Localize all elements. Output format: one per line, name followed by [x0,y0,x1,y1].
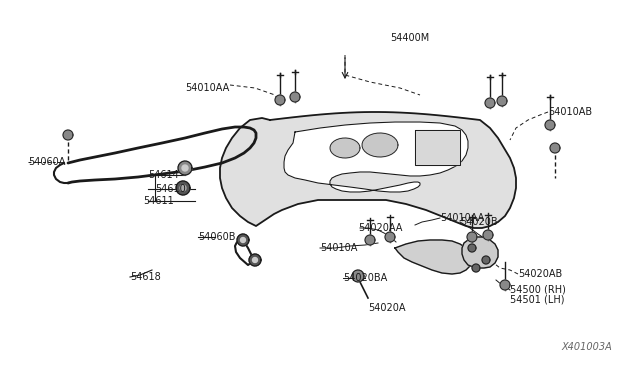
Text: 54010AB: 54010AB [548,107,592,117]
Text: 54010AA: 54010AA [185,83,229,93]
Polygon shape [472,264,480,272]
Polygon shape [182,165,188,171]
Text: 54010AA: 54010AA [440,213,484,223]
Polygon shape [467,232,477,242]
Polygon shape [237,234,249,246]
Text: 54610: 54610 [155,184,186,194]
Text: 54614: 54614 [148,170,179,180]
Text: 54501 (LH): 54501 (LH) [510,295,564,305]
Polygon shape [482,256,490,264]
Polygon shape [468,244,476,252]
Polygon shape [545,120,555,130]
Polygon shape [462,237,498,268]
Polygon shape [176,181,190,195]
Text: 54020AB: 54020AB [518,269,563,279]
Polygon shape [362,133,398,157]
Polygon shape [330,138,360,158]
Text: 54020B: 54020B [460,217,498,227]
Text: 54020AA: 54020AA [358,223,403,233]
Polygon shape [241,237,246,243]
Polygon shape [253,257,257,263]
Polygon shape [385,232,395,242]
Text: 54611: 54611 [143,196,173,206]
Polygon shape [180,185,186,191]
Text: 54400M: 54400M [390,33,429,43]
Text: 54020BA: 54020BA [343,273,387,283]
Polygon shape [395,240,472,274]
Text: 54060A: 54060A [28,157,65,167]
Polygon shape [352,270,364,282]
Text: 54010A: 54010A [320,243,357,253]
Polygon shape [284,122,468,192]
Polygon shape [483,230,493,240]
Polygon shape [415,130,460,165]
Text: 54060B: 54060B [198,232,236,242]
Text: 54020A: 54020A [368,303,406,313]
Polygon shape [220,112,516,228]
Text: 54618: 54618 [130,272,161,282]
Polygon shape [178,161,192,175]
Polygon shape [497,96,507,106]
Polygon shape [275,95,285,105]
Text: 54500 (RH): 54500 (RH) [510,285,566,295]
Polygon shape [63,130,73,140]
Polygon shape [365,235,375,245]
Polygon shape [485,98,495,108]
Text: X401003A: X401003A [561,342,612,352]
Polygon shape [290,92,300,102]
Polygon shape [550,143,560,153]
Polygon shape [249,254,261,266]
Polygon shape [500,280,510,290]
